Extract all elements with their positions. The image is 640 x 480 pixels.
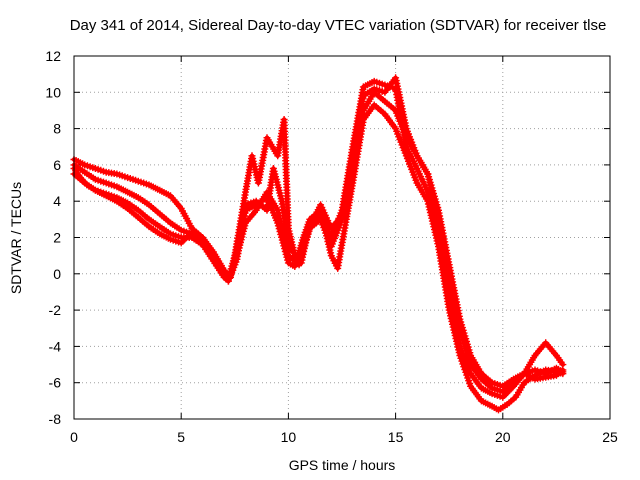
- y-axis-label: SDTVAR / TECUs: [8, 182, 24, 294]
- y-tick-label: 0: [53, 266, 61, 282]
- y-tick-label: 12: [45, 48, 61, 64]
- y-tick-label: -4: [49, 338, 62, 354]
- x-tick-label: 20: [495, 429, 511, 445]
- y-tick-label: -8: [49, 411, 62, 427]
- series-trace-d: [70, 101, 567, 414]
- series-trace-c: [70, 74, 567, 390]
- chart-title: Day 341 of 2014, Sidereal Day-to-day VTE…: [70, 17, 607, 34]
- y-tick-label: 4: [53, 193, 61, 209]
- series-trace: [71, 102, 566, 413]
- x-tick-label: 10: [281, 429, 297, 445]
- plot-frame: [73, 55, 611, 420]
- y-tick-label: 10: [45, 84, 61, 100]
- x-tick-label: 15: [388, 429, 404, 445]
- x-tick-label: 25: [602, 429, 618, 445]
- y-tick-label: 6: [53, 157, 61, 173]
- plus-marker: [559, 370, 567, 378]
- y-tick-label: -6: [49, 375, 62, 391]
- x-axis-label: GPS time / hours: [289, 457, 396, 473]
- y-tick-label: -2: [49, 302, 62, 318]
- x-tick-label: 0: [70, 429, 78, 445]
- series-trace-b: [70, 77, 567, 401]
- x-tick-label: 5: [177, 429, 185, 445]
- data-series: [70, 74, 567, 414]
- series-trace-a: [70, 88, 567, 396]
- y-tick-label: 2: [53, 230, 61, 246]
- y-tick-label: 8: [53, 121, 61, 137]
- series-trace: [71, 75, 566, 389]
